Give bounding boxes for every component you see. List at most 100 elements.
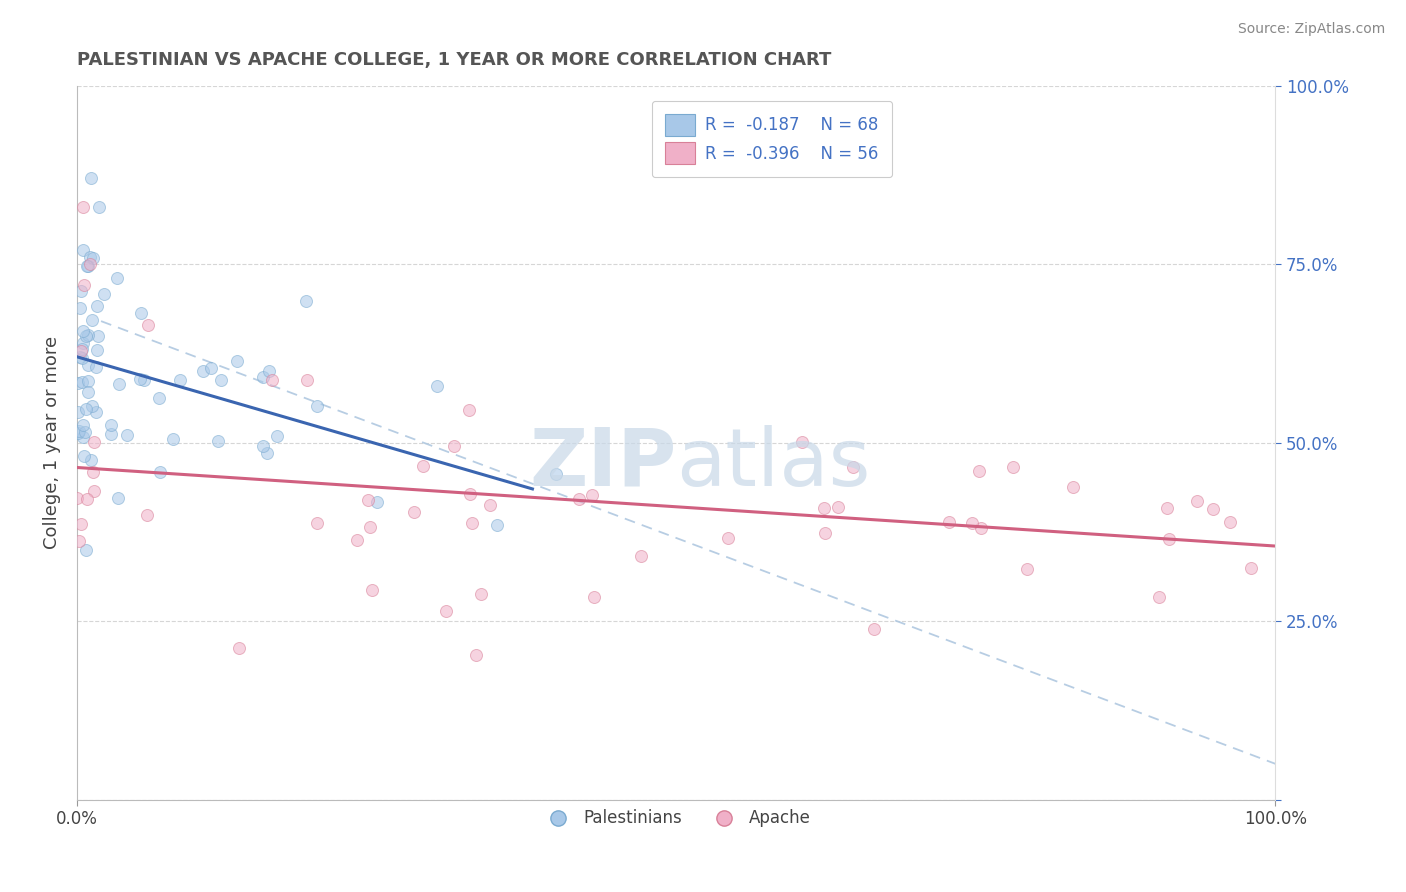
Point bbox=[426, 379, 449, 393]
Legend: Palestinians, Apache: Palestinians, Apache bbox=[536, 803, 817, 834]
Point bbox=[72, 336, 94, 351]
Point bbox=[294, 294, 316, 309]
Point bbox=[108, 376, 131, 391]
Point bbox=[75, 425, 97, 439]
Point bbox=[458, 403, 481, 417]
Point bbox=[458, 487, 481, 501]
Point bbox=[76, 259, 98, 273]
Point bbox=[1159, 532, 1181, 546]
Point bbox=[75, 329, 97, 343]
Point bbox=[82, 251, 104, 265]
Point bbox=[970, 521, 993, 535]
Point bbox=[1156, 501, 1178, 516]
Point bbox=[485, 517, 508, 532]
Point bbox=[568, 491, 591, 506]
Point bbox=[969, 463, 991, 477]
Point bbox=[115, 428, 138, 442]
Point bbox=[72, 417, 94, 432]
Point bbox=[478, 498, 501, 512]
Text: ZIP: ZIP bbox=[529, 425, 676, 503]
Point bbox=[193, 364, 215, 378]
Point bbox=[813, 500, 835, 515]
Point bbox=[86, 299, 108, 313]
Point bbox=[77, 374, 100, 388]
Point bbox=[80, 171, 103, 186]
Point bbox=[1219, 516, 1241, 530]
Point bbox=[84, 359, 107, 374]
Point bbox=[80, 452, 103, 467]
Point bbox=[1201, 502, 1223, 516]
Point bbox=[84, 405, 107, 419]
Point bbox=[357, 493, 380, 508]
Point bbox=[938, 516, 960, 530]
Point bbox=[814, 526, 837, 541]
Point bbox=[86, 343, 108, 357]
Point bbox=[80, 400, 103, 414]
Point bbox=[66, 405, 89, 419]
Point bbox=[76, 327, 98, 342]
Point bbox=[257, 364, 280, 378]
Point bbox=[83, 435, 105, 450]
Point bbox=[105, 271, 128, 285]
Y-axis label: College, 1 year or more: College, 1 year or more bbox=[44, 336, 60, 549]
Point bbox=[307, 516, 329, 531]
Point bbox=[83, 484, 105, 499]
Point bbox=[67, 376, 90, 391]
Point bbox=[77, 358, 100, 372]
Point bbox=[100, 427, 122, 442]
Point bbox=[72, 200, 94, 214]
Point bbox=[70, 343, 93, 357]
Point bbox=[582, 591, 605, 605]
Point bbox=[262, 373, 284, 387]
Point bbox=[67, 424, 90, 438]
Point bbox=[443, 438, 465, 452]
Point bbox=[360, 582, 382, 597]
Point bbox=[148, 391, 170, 405]
Point bbox=[1185, 493, 1208, 508]
Point bbox=[346, 533, 368, 548]
Point bbox=[77, 385, 100, 400]
Point bbox=[89, 200, 111, 214]
Point bbox=[295, 373, 318, 387]
Point bbox=[107, 491, 129, 506]
Point bbox=[69, 344, 91, 359]
Point bbox=[100, 417, 122, 432]
Point bbox=[404, 505, 426, 519]
Point bbox=[228, 640, 250, 655]
Point bbox=[72, 243, 94, 257]
Point bbox=[546, 467, 568, 481]
Point bbox=[842, 459, 865, 474]
Point bbox=[412, 458, 434, 473]
Point bbox=[1147, 590, 1170, 604]
Point bbox=[1240, 560, 1263, 574]
Point bbox=[76, 491, 98, 506]
Point bbox=[1015, 562, 1038, 576]
Point bbox=[460, 516, 482, 531]
Point bbox=[359, 519, 381, 533]
Point bbox=[252, 369, 274, 384]
Point bbox=[79, 250, 101, 264]
Point bbox=[1002, 459, 1025, 474]
Point bbox=[630, 549, 652, 564]
Point bbox=[716, 532, 738, 546]
Point bbox=[366, 495, 388, 509]
Point bbox=[256, 446, 278, 460]
Text: atlas: atlas bbox=[676, 425, 870, 503]
Point bbox=[149, 465, 172, 479]
Point bbox=[129, 306, 152, 320]
Point bbox=[209, 373, 232, 387]
Point bbox=[207, 434, 229, 449]
Point bbox=[136, 508, 159, 522]
Point bbox=[69, 350, 91, 364]
Text: PALESTINIAN VS APACHE COLLEGE, 1 YEAR OR MORE CORRELATION CHART: PALESTINIAN VS APACHE COLLEGE, 1 YEAR OR… bbox=[77, 51, 831, 69]
Point bbox=[827, 500, 849, 515]
Point bbox=[72, 375, 94, 389]
Point bbox=[162, 432, 184, 446]
Point bbox=[73, 278, 96, 293]
Point bbox=[75, 543, 97, 558]
Point bbox=[79, 257, 101, 271]
Point bbox=[862, 623, 884, 637]
Point bbox=[76, 260, 98, 274]
Point bbox=[69, 301, 91, 315]
Point bbox=[434, 605, 457, 619]
